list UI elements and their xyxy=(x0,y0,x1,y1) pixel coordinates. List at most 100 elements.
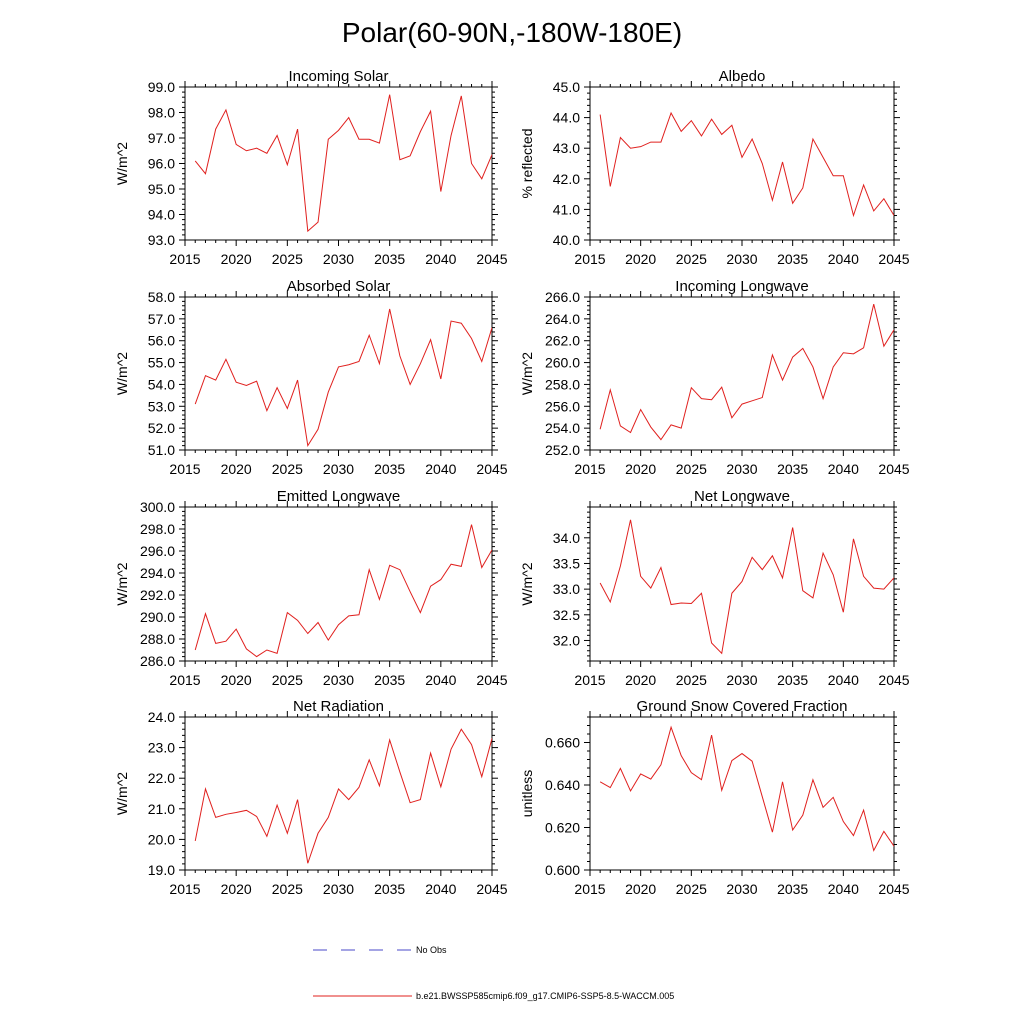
y-axis-label: W/m^2 xyxy=(114,142,130,185)
y-tick-label: 264.0 xyxy=(545,311,580,327)
y-tick-label: 290.0 xyxy=(140,609,175,625)
y-tick-label: 32.5 xyxy=(553,607,580,623)
panel-title: Ground Snow Covered Fraction xyxy=(637,698,848,715)
legend-label-model-run: b.e21.BWSSP585cmip6.f09_g17.CMIP6-SSP5-8… xyxy=(416,991,674,1001)
x-tick-label: 2025 xyxy=(272,881,303,897)
panel-title: Emitted Longwave xyxy=(277,488,400,505)
y-tick-label: 300.0 xyxy=(140,499,175,515)
y-tick-label: 56.0 xyxy=(148,333,175,349)
x-tick-label: 2020 xyxy=(221,672,252,688)
panel-title: Net Radiation xyxy=(293,698,384,715)
y-tick-label: 43.0 xyxy=(553,140,580,156)
y-axis-label: W/m^2 xyxy=(519,562,535,605)
x-tick-label: 2045 xyxy=(476,672,507,688)
y-tick-label: 23.0 xyxy=(148,740,175,756)
y-tick-label: 55.0 xyxy=(148,355,175,371)
y-tick-label: 96.0 xyxy=(148,156,175,172)
x-tick-label: 2040 xyxy=(828,672,859,688)
panel-title: Albedo xyxy=(719,68,766,85)
y-tick-label: 256.0 xyxy=(545,398,580,414)
x-tick-label: 2025 xyxy=(676,672,707,688)
y-tick-label: 22.0 xyxy=(148,770,175,786)
series-line xyxy=(599,303,894,441)
figure-title: Polar(60-90N,-180W-180E) xyxy=(342,17,682,48)
panel-ground-snow-covered-fraction: Ground Snow Covered Fraction unitless 2015… xyxy=(519,698,910,897)
y-tick-label: 44.0 xyxy=(553,110,580,126)
x-tick-label: 2040 xyxy=(425,461,456,477)
y-tick-label: 41.0 xyxy=(553,201,580,217)
panel-emitted-longwave: Emitted Longwave W/m^2 2015 2020 2025 2030 203… xyxy=(114,488,508,688)
y-tick-label: 20.0 xyxy=(148,831,175,847)
y-axis-label: W/m^2 xyxy=(114,772,130,815)
y-tick-label: 24.0 xyxy=(148,709,175,725)
x-tick-label: 2025 xyxy=(676,251,707,267)
series-line xyxy=(194,94,492,233)
x-tick-label: 2045 xyxy=(476,881,507,897)
y-tick-label: 292.0 xyxy=(140,587,175,603)
x-tick-label: 2035 xyxy=(374,251,405,267)
x-tick-label: 2045 xyxy=(878,881,909,897)
x-tick-label: 2020 xyxy=(625,672,656,688)
y-tick-label: 32.0 xyxy=(553,632,580,648)
x-tick-label: 2035 xyxy=(374,881,405,897)
x-tick-label: 2045 xyxy=(878,251,909,267)
panel-incoming-solar: Incoming Solar W/m^2 2015 2020 2025 2030 2035 2… xyxy=(114,68,508,267)
y-tick-label: 0.640 xyxy=(545,777,580,793)
x-tick-label: 2015 xyxy=(169,881,200,897)
y-tick-label: 266.0 xyxy=(545,289,580,305)
y-axis-label: % reflected xyxy=(519,128,535,198)
panel-title: Net Longwave xyxy=(694,488,790,505)
y-tick-label: 254.0 xyxy=(545,420,580,436)
y-tick-label: 33.5 xyxy=(553,555,580,571)
x-tick-label: 2045 xyxy=(476,461,507,477)
x-tick-label: 2035 xyxy=(777,461,808,477)
y-tick-label: 98.0 xyxy=(148,105,175,121)
x-tick-label: 2030 xyxy=(323,461,354,477)
y-tick-label: 58.0 xyxy=(148,289,175,305)
y-tick-label: 0.600 xyxy=(545,862,580,878)
y-tick-label: 0.660 xyxy=(545,735,580,751)
series-line xyxy=(599,725,894,852)
y-tick-label: 19.0 xyxy=(148,862,175,878)
y-tick-label: 288.0 xyxy=(140,631,175,647)
x-tick-label: 2025 xyxy=(272,672,303,688)
plot-frame xyxy=(589,296,895,451)
x-tick-label: 2030 xyxy=(323,672,354,688)
y-tick-label: 97.0 xyxy=(148,130,175,146)
panel-net-radiation: Net Radiation W/m^2 2015 2020 2025 2030 2035 20… xyxy=(114,698,508,897)
series-line xyxy=(599,111,894,218)
x-tick-label: 2025 xyxy=(272,461,303,477)
x-tick-label: 2025 xyxy=(272,251,303,267)
y-tick-label: 262.0 xyxy=(545,333,580,349)
y-tick-label: 21.0 xyxy=(148,801,175,817)
x-tick-label: 2045 xyxy=(878,461,909,477)
x-tick-label: 2025 xyxy=(676,461,707,477)
y-axis-label: W/m^2 xyxy=(519,352,535,395)
x-tick-label: 2030 xyxy=(726,461,757,477)
x-tick-label: 2030 xyxy=(323,881,354,897)
x-tick-label: 2015 xyxy=(169,672,200,688)
y-tick-label: 298.0 xyxy=(140,521,175,537)
series-line xyxy=(194,524,492,658)
y-tick-label: 33.0 xyxy=(553,581,580,597)
y-tick-label: 294.0 xyxy=(140,565,175,581)
y-tick-label: 40.0 xyxy=(553,232,580,248)
y-tick-label: 286.0 xyxy=(140,653,175,669)
x-tick-label: 2020 xyxy=(625,461,656,477)
legend-label-no-obs: No Obs xyxy=(416,945,447,955)
x-tick-label: 2015 xyxy=(169,461,200,477)
y-tick-label: 34.0 xyxy=(553,530,580,546)
y-axis-label: unitless xyxy=(519,770,535,817)
panel-title: Absorbed Solar xyxy=(287,278,390,295)
x-tick-label: 2040 xyxy=(828,461,859,477)
panel-net-longwave: Net Longwave W/m^2 2015 2020 2025 2030 2035 204… xyxy=(519,488,910,688)
y-tick-label: 53.0 xyxy=(148,398,175,414)
x-tick-label: 2025 xyxy=(676,881,707,897)
x-tick-label: 2045 xyxy=(878,672,909,688)
x-tick-label: 2030 xyxy=(726,881,757,897)
panel-title: Incoming Longwave xyxy=(675,278,808,295)
x-tick-label: 2020 xyxy=(221,251,252,267)
y-tick-label: 45.0 xyxy=(553,79,580,95)
x-tick-label: 2015 xyxy=(574,881,605,897)
plot-frame xyxy=(589,506,895,662)
